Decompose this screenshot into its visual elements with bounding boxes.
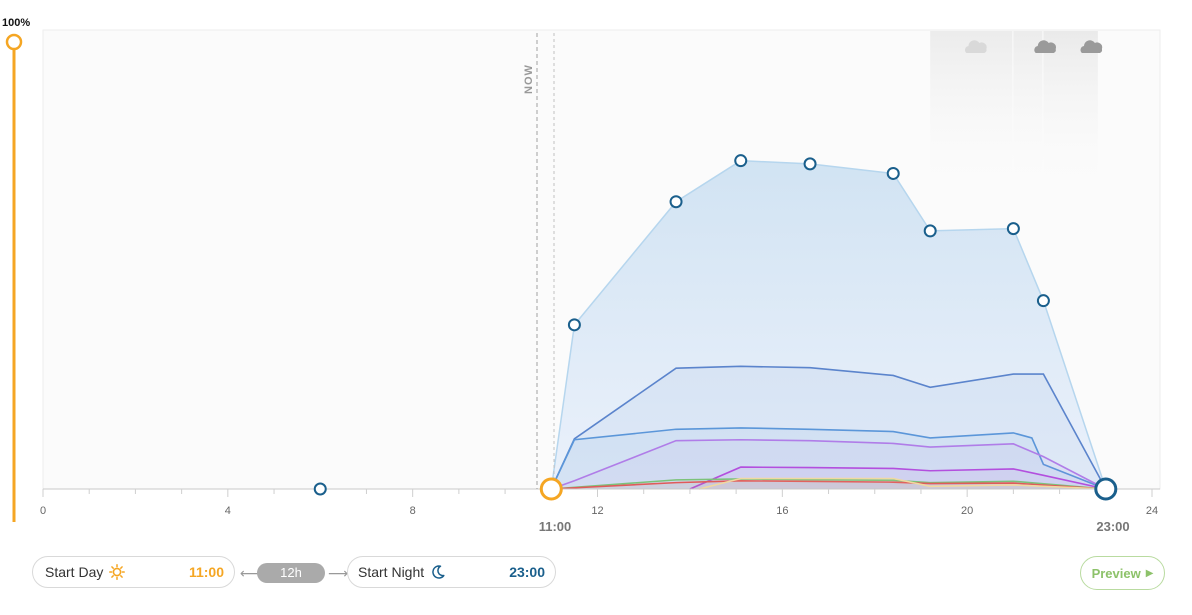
main-series-area: [551, 160, 1106, 489]
band-series-area: [551, 427, 1106, 489]
preview-label: Preview: [1091, 565, 1141, 581]
band-series-line: [551, 438, 1107, 490]
duration-indicator: ⟵ 12h ⟶: [240, 563, 348, 583]
moon-icon: [430, 564, 446, 580]
x-tick-label: 0: [40, 505, 46, 517]
cloud-shade-column: [930, 31, 1013, 191]
cloud-shape: [965, 40, 987, 53]
band-series-line: [689, 466, 1106, 490]
play-triangle-icon: ▶: [1145, 567, 1154, 579]
x-axis-labels: 0 4 8 12 16 20 24: [40, 505, 1158, 517]
x-tick-label: 24: [1146, 505, 1158, 517]
data-point-marker[interactable]: [1036, 294, 1050, 308]
arrow-left-icon: ⟵: [240, 565, 261, 581]
cloud-icon: [965, 40, 987, 53]
preview-button[interactable]: Preview ▶: [1080, 556, 1165, 590]
band-series-line: [698, 477, 1106, 490]
cloud-shape: [1080, 40, 1103, 53]
band-series-line: [551, 478, 1106, 490]
band-series-area: [699, 478, 1106, 489]
start-night-time: 23:00: [509, 564, 545, 580]
y-top-label: 100%: [2, 17, 30, 29]
weather-icons: [965, 40, 1103, 53]
chart-series: [550, 159, 1107, 490]
night-start-handle[interactable]: [1094, 477, 1118, 501]
data-point-markers[interactable]: [313, 154, 1050, 496]
x-tick-label: 12: [591, 505, 603, 517]
now-label: NOW: [523, 64, 535, 94]
start-day-time: 11:00: [188, 564, 224, 580]
band-series-line: [551, 479, 1106, 490]
band-series-line: [550, 427, 1107, 490]
cloud-shade-column: [1013, 31, 1043, 191]
cloud-shape: [1034, 40, 1056, 53]
cloud-icon: [1080, 40, 1103, 53]
band-series-area: [551, 439, 1106, 489]
start-day-label: Start Day: [45, 564, 104, 580]
y-level-slider-handle[interactable]: [5, 33, 23, 51]
data-point-marker[interactable]: [734, 154, 748, 168]
start-day-control[interactable]: Start Day 11:00: [32, 556, 235, 588]
start-night-label: Start Night: [358, 564, 425, 580]
x-tick-label: 4: [225, 505, 231, 517]
x-axis-minor-ticks: [42, 489, 1153, 497]
duration-badge: 12h: [257, 563, 325, 583]
day-marker-label: 11:00: [539, 519, 572, 534]
cloud-icon: [1034, 40, 1056, 53]
data-point-marker[interactable]: [669, 195, 683, 209]
x-tick-label: 16: [776, 505, 788, 517]
data-point-marker[interactable]: [1006, 222, 1020, 236]
data-point-marker[interactable]: [313, 482, 327, 496]
data-point-marker[interactable]: [803, 157, 817, 171]
start-night-control[interactable]: Start Night 23:00: [347, 556, 556, 588]
cloud-columns: [930, 31, 1098, 191]
data-point-marker[interactable]: [923, 224, 937, 238]
cloud-shade-column: [1043, 31, 1098, 191]
sun-icon: [109, 564, 126, 580]
day-start-handle[interactable]: [539, 477, 563, 501]
x-tick-label: 20: [961, 505, 973, 517]
arrow-right-icon: ⟶: [328, 565, 349, 581]
band-series-line: [550, 365, 1107, 490]
main-series-line: [550, 159, 1107, 490]
night-marker-label: 23:00: [1096, 519, 1129, 534]
data-point-marker[interactable]: [567, 318, 581, 332]
band-series-area: [551, 366, 1106, 489]
data-point-marker[interactable]: [886, 166, 900, 180]
x-tick-label: 8: [410, 505, 416, 517]
